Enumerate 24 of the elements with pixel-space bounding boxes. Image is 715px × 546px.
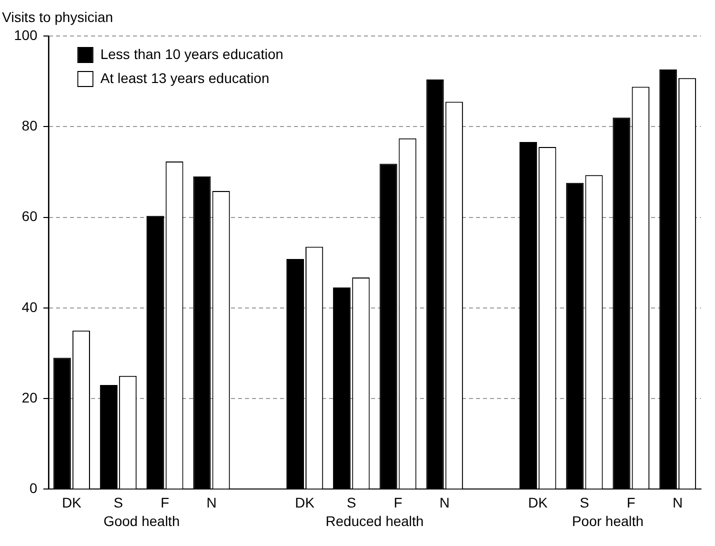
text: Reduced health [326,513,424,530]
x-tick-label: N [672,494,683,510]
y-tick-label: 20 [22,389,38,406]
x-tick-label: DK [528,494,548,510]
x-tick-label: S [346,494,356,510]
legend-label: Less than 10 years education [100,46,284,62]
text: Poor health [572,513,644,530]
x-tick-label: S [580,494,590,510]
x-tick-label: N [440,494,450,510]
x-tick-label: DK [62,494,82,510]
y-tick-label: 40 [22,298,38,315]
y-axis-title: Visits to physician [2,9,114,25]
y-tick-label: 0 [30,480,38,496]
y-tick-label: 100 [14,26,38,43]
x-tick-label: N [206,494,217,510]
text: Good health [103,513,180,530]
x-tick-label: F [626,494,636,510]
x-tick-label: S [114,494,123,510]
x-tick-label: F [160,494,170,510]
x-tick-label: DK [295,494,316,510]
x-tick-label: F [394,494,402,510]
y-tick-label: 80 [22,118,38,134]
y-tick-label: 60 [22,208,38,224]
legend-label: At least 13 years education [100,70,270,86]
